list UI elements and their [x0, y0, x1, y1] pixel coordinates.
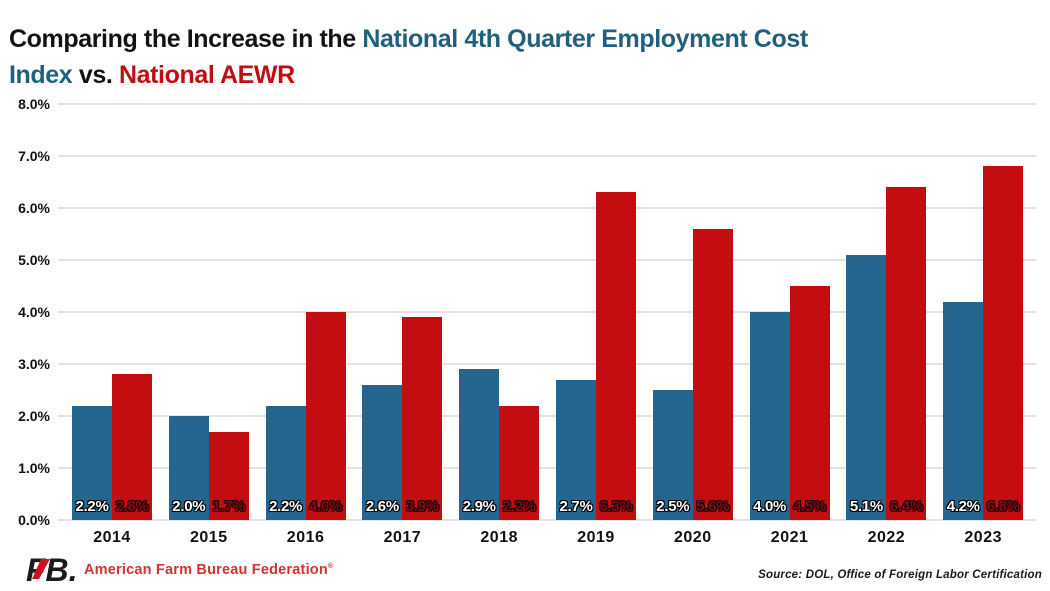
bar-aewr-2015	[208, 431, 249, 520]
x-axis-label-2021: 2021	[770, 529, 809, 546]
bar-eci-2017	[362, 384, 403, 520]
gridline-3pct	[58, 363, 1036, 365]
x-axis-label-2014: 2014	[93, 529, 131, 546]
bar-label-eci-2015: 2.0%	[172, 498, 206, 515]
title-segment-intro: Comparing the Increase in the	[9, 24, 363, 53]
bar-label-eci-2014: 2.2%	[75, 498, 109, 515]
y-axis-tick-8pct: 8.0%	[18, 96, 50, 112]
afbf-logo: FB.	[26, 552, 82, 588]
x-axis-label-2023: 2023	[964, 529, 1002, 546]
title-segment-eci-2: Index	[9, 60, 73, 89]
bar-eci-2016	[265, 405, 306, 520]
bar-aewr-2017	[402, 317, 443, 520]
bar-aewr-2014	[112, 374, 152, 520]
y-axis-tick-5pct: 5.0%	[18, 252, 50, 268]
x-axis-label-2017: 2017	[383, 529, 422, 546]
y-axis-tick-0pct: 0.0%	[18, 512, 50, 528]
bar-eci-2014	[72, 405, 112, 520]
gridline-4pct	[58, 311, 1036, 313]
bar-label-eci-2018: 2.9%	[462, 498, 496, 515]
bar-label-aewr-2017: 3.9%	[405, 498, 439, 515]
bar-eci-2015	[168, 416, 209, 520]
bar-eci-2019	[556, 379, 596, 520]
bar-label-aewr-2019: 6.3%	[599, 498, 633, 515]
bar-label-aewr-2015: 1.7%	[212, 498, 246, 515]
bar-label-eci-2023: 4.2%	[946, 498, 980, 515]
y-axis-tick-1pct: 1.0%	[18, 460, 50, 476]
svg-text:FB.: FB.	[26, 554, 78, 586]
x-axis-label-2018: 2018	[480, 529, 518, 546]
gridline-0pct	[58, 519, 1036, 521]
bar-label-aewr-2018: 2.2%	[502, 498, 536, 515]
title-segment-eci-1: National 4th Quarter Employment Cost	[362, 24, 808, 53]
afbf-org-label: American Farm Bureau Federation	[84, 562, 328, 578]
bar-label-eci-2021: 4.0%	[753, 498, 787, 515]
x-axis-label-2020: 2020	[674, 529, 712, 546]
bar-aewr-2021	[789, 286, 830, 520]
bar-aewr-2018	[499, 405, 540, 520]
x-axis-label-2015: 2015	[190, 529, 228, 546]
gridline-6pct	[58, 207, 1036, 209]
y-axis-tick-7pct: 7.0%	[18, 148, 50, 164]
bar-label-aewr-2021: 4.5%	[793, 498, 827, 515]
bar-label-aewr-2022: 6.4%	[889, 498, 923, 515]
gridline-5pct	[58, 259, 1036, 261]
bar-aewr-2022	[886, 187, 927, 520]
bar-aewr-2023	[983, 166, 1024, 520]
bar-eci-2021	[749, 312, 790, 520]
bar-eci-2020	[652, 390, 693, 520]
source-note: Source: DOL, Office of Foreign Labor Cer…	[758, 569, 1042, 581]
y-axis-tick-3pct: 3.0%	[18, 356, 50, 372]
bar-eci-2022	[846, 254, 887, 520]
bar-label-aewr-2014: 2.8%	[115, 498, 149, 515]
y-axis-tick-4pct: 4.0%	[18, 304, 50, 320]
bar-eci-2023	[943, 301, 984, 520]
registered-trademark-icon: ®	[327, 563, 334, 571]
bar-label-aewr-2023: 6.8%	[986, 498, 1020, 515]
bar-aewr-2020	[692, 228, 733, 520]
bar-label-eci-2016: 2.2%	[269, 498, 303, 515]
bar-aewr-2016	[305, 312, 346, 520]
bar-aewr-2019	[596, 192, 636, 520]
x-axis-label-2019: 2019	[577, 529, 615, 546]
title-segment-vs: vs.	[72, 60, 119, 89]
bar-label-eci-2017: 2.6%	[365, 498, 399, 515]
gridline-8pct	[58, 103, 1036, 105]
bar-label-eci-2019: 2.7%	[559, 498, 593, 515]
bar-label-eci-2022: 5.1%	[849, 498, 883, 515]
bar-eci-2018	[459, 369, 500, 520]
title-segment-aewr: National AEWR	[118, 60, 295, 89]
chart-title: Comparing the Increase in the National 4…	[9, 21, 1009, 93]
gridline-7pct	[58, 155, 1036, 157]
bar-label-eci-2020: 2.5%	[656, 498, 690, 515]
afbf-logo-mark: FB.	[26, 552, 78, 588]
gridline-1pct	[58, 467, 1036, 469]
y-axis-tick-6pct: 6.0%	[18, 200, 50, 216]
x-axis-label-2022: 2022	[867, 529, 906, 546]
afbf-org-name: American Farm Bureau Federation®	[84, 562, 333, 578]
bar-label-aewr-2016: 4.0%	[309, 498, 343, 515]
bar-label-aewr-2020: 5.6%	[696, 498, 730, 515]
y-axis-tick-2pct: 2.0%	[18, 408, 50, 424]
gridline-2pct	[58, 415, 1036, 417]
x-axis-label-2016: 2016	[286, 529, 325, 546]
